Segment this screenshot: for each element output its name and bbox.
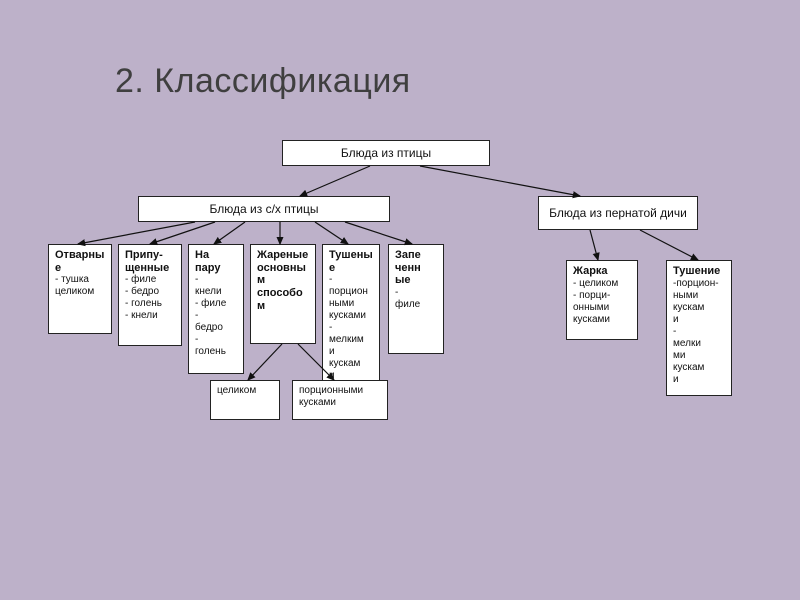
node-boiled-title: Отварные [55,249,105,274]
node-game-roast-title: Жарка [573,265,631,278]
node-game-roast-body: - целиком - порци- онными кусками [573,278,631,326]
node-stewed: Тушеные - порцион ными кусками - мелким … [322,244,380,384]
node-sx-label: Блюда из с/х птицы [210,202,319,216]
node-poached-body: - филе - бедро - голень - кнели [125,274,175,322]
node-root: Блюда из птицы [282,140,490,166]
node-root-label: Блюда из птицы [341,146,431,160]
node-game-stew-body: -порцион- ными кускам и - мелки ми куска… [673,278,725,386]
node-stewed-body: - порцион ными кусками - мелким и кускам… [329,274,373,382]
node-baked-body: - филе [395,287,437,311]
diagram-stage: 2. Классификация Блюда из птицы Блюда из… [0,0,800,600]
node-boiled: Отварные - тушка целиком [48,244,112,334]
node-wild-label: Блюда из пернатой дичи [549,206,687,220]
node-stewed-title: Тушеные [329,249,373,274]
node-wild: Блюда из пернатой дичи [538,196,698,230]
node-game-stew: Тушение -порцион- ными кускам и - мелки … [666,260,732,396]
node-fried-portion-body: порционными кусками [299,385,381,409]
node-steamed: На пару - кнели - филе - бедро - голень [188,244,244,374]
node-sx: Блюда из с/х птицы [138,196,390,222]
node-game-stew-title: Тушение [673,265,725,278]
page-title: 2. Классификация [115,62,411,101]
node-baked: Запе ченн ые - филе [388,244,444,354]
node-steamed-body: - кнели - филе - бедро - голень [195,274,237,358]
node-fried-portion: порционными кусками [292,380,388,420]
node-fried-whole: целиком [210,380,280,420]
node-poached: Припу- щенные - филе - бедро - голень - … [118,244,182,346]
node-fried-title: Жареные основным способом [257,249,309,312]
node-baked-title: Запе ченн ые [395,249,437,287]
node-boiled-body: - тушка целиком [55,274,105,298]
node-fried-whole-body: целиком [217,385,273,397]
node-game-roast: Жарка - целиком - порци- онными кусками [566,260,638,340]
node-steamed-title: На пару [195,249,237,274]
node-fried: Жареные основным способом [250,244,316,344]
node-poached-title: Припу- щенные [125,249,175,274]
